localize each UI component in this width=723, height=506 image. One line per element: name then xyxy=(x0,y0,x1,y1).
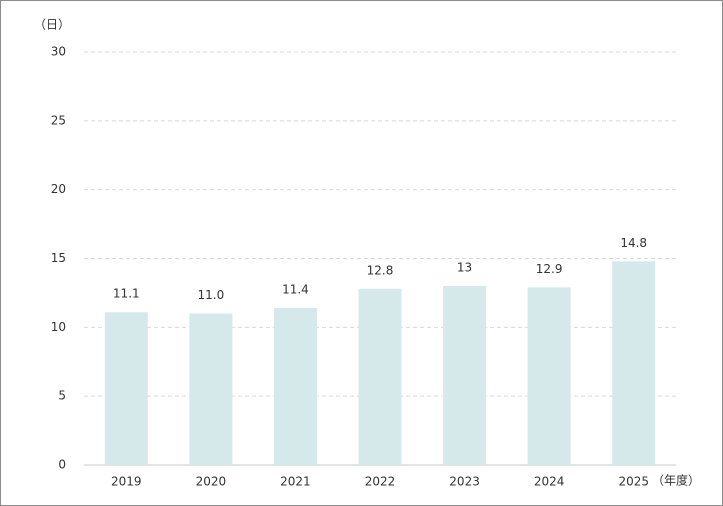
bar xyxy=(358,288,402,465)
bar xyxy=(612,261,656,465)
y-tick-label: 30 xyxy=(51,45,66,59)
y-tick-label: 0 xyxy=(58,458,66,472)
x-tick-label: 2019 xyxy=(111,475,142,489)
bar xyxy=(443,286,487,465)
bar xyxy=(189,313,233,465)
x-axis-label: （年度） xyxy=(652,473,700,488)
value-label: 12.8 xyxy=(367,263,394,277)
value-label: 13 xyxy=(457,261,472,275)
y-tick-label: 5 xyxy=(58,389,66,403)
bar xyxy=(527,287,571,465)
x-tick-label: 2025 xyxy=(618,475,649,489)
x-tick-label: 2024 xyxy=(534,475,565,489)
value-label: 11.1 xyxy=(113,287,140,301)
value-label: 12.9 xyxy=(536,262,563,276)
x-tick-label: 2021 xyxy=(280,475,311,489)
y-tick-label: 20 xyxy=(51,182,66,196)
y-axis-label: （日） xyxy=(34,18,70,32)
x-tick-label: 2022 xyxy=(365,475,396,489)
y-tick-label: 25 xyxy=(51,113,66,127)
y-tick-label: 15 xyxy=(51,251,66,265)
x-tick-label: 2023 xyxy=(449,475,480,489)
bar xyxy=(273,308,317,465)
x-tick-label: 2020 xyxy=(196,475,227,489)
y-tick-label: 10 xyxy=(51,320,66,334)
value-label: 11.0 xyxy=(197,288,224,302)
bar xyxy=(104,312,148,465)
value-label: 11.4 xyxy=(282,283,309,297)
value-label: 14.8 xyxy=(620,236,647,250)
